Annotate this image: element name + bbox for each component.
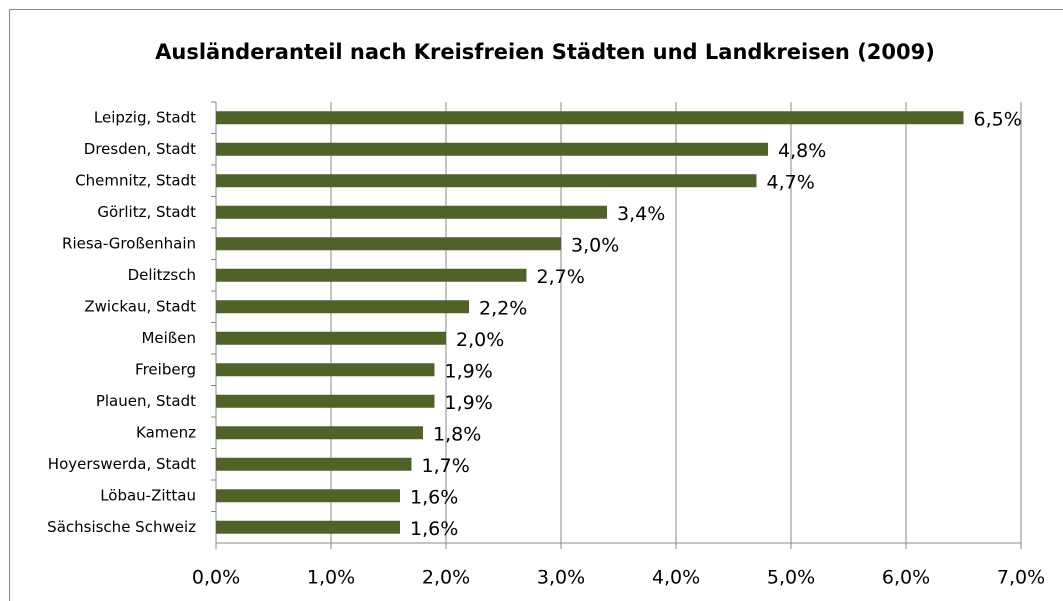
value-label: 1,9% [445,360,493,382]
value-label: 4,8% [778,140,826,162]
y-tick-label: Hoyerswerda, Stadt [48,455,196,473]
x-tick-label: 1,0% [307,567,355,589]
value-label: 1,8% [433,423,481,445]
y-tick-label: Freiberg [135,360,196,378]
y-tick-label: Löbau-Zittau [100,486,196,504]
y-tick-label: Kamenz [136,423,196,441]
bar [216,111,964,125]
bar [216,520,400,534]
bar [216,363,435,377]
y-tick-label: Meißen [141,329,196,347]
value-label: 1,6% [410,518,458,540]
chart-title: Ausländeranteil nach Kreisfreien Städten… [155,40,935,64]
x-tick-label: 7,0% [997,567,1045,589]
value-label: 1,9% [445,392,493,414]
x-tick-label: 0,0% [192,567,240,589]
y-tick-label: Chemnitz, Stadt [75,171,196,189]
bar [216,457,412,471]
bar [216,426,423,440]
value-label: 3,4% [617,203,665,225]
bar [216,394,435,408]
x-tick-label: 5,0% [767,567,815,589]
y-tick-label: Plauen, Stadt [96,392,196,410]
x-tick-label: 4,0% [652,567,700,589]
value-label: 1,7% [422,455,470,477]
y-tick-label: Sächsische Schweiz [47,518,196,536]
bar [216,174,757,188]
y-tick-label: Delitzsch [128,266,196,284]
value-label: 1,6% [410,486,458,508]
bar [216,142,768,156]
value-label: 4,7% [767,171,815,193]
chart-border [9,9,1063,601]
bar [216,205,607,219]
value-label: 2,7% [537,266,585,288]
y-tick-label: Zwickau, Stadt [84,297,196,315]
value-label: 2,2% [479,297,527,319]
value-label: 3,0% [571,234,619,256]
x-tick-label: 3,0% [537,567,585,589]
y-tick-label: Leipzig, Stadt [94,108,196,126]
bar [216,331,446,345]
value-label: 6,5% [974,108,1022,130]
y-tick-label: Dresden, Stadt [84,140,196,158]
value-label: 2,0% [456,329,504,351]
bar [216,237,561,251]
y-tick-label: Görlitz, Stadt [97,203,196,221]
x-tick-label: 6,0% [882,567,930,589]
y-tick-label: Riesa-Großenhain [62,234,196,252]
bar [216,489,400,503]
bar [216,268,527,282]
x-tick-label: 2,0% [422,567,470,589]
bar [216,300,469,314]
